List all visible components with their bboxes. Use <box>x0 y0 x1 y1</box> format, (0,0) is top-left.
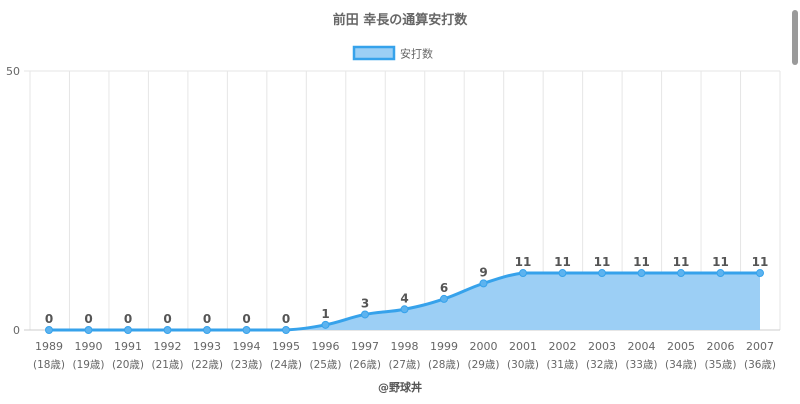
data-label: 4 <box>400 291 408 305</box>
x-tick-sublabel: (25歳) <box>309 359 341 371</box>
x-tick-sublabel: (18歳) <box>33 359 65 371</box>
data-label: 0 <box>242 312 250 326</box>
data-label: 1 <box>321 307 329 321</box>
chart-title: 前田 幸長の通算安打数 <box>333 12 469 28</box>
x-tick-sublabel: (29歳) <box>467 359 499 371</box>
legend-swatch <box>352 45 396 61</box>
data-label: 0 <box>45 312 53 326</box>
x-tick-label: 1996 <box>312 340 340 353</box>
y-tick-label: 50 <box>6 65 20 78</box>
credit-text: @野球丼 <box>378 380 422 394</box>
data-point <box>321 320 330 329</box>
data-point <box>716 269 725 278</box>
x-tick-label: 2004 <box>628 340 656 353</box>
x-tick-sublabel: (21歳) <box>151 359 183 371</box>
x-tick-label: 2001 <box>509 340 537 353</box>
x-tick-label: 2005 <box>667 340 695 353</box>
x-tick-sublabel: (27歳) <box>388 359 420 371</box>
x-tick-label: 1989 <box>35 340 63 353</box>
x-tick-label: 2003 <box>588 340 616 353</box>
x-tick-sublabel: (33歳) <box>625 359 657 371</box>
data-label: 11 <box>515 255 532 269</box>
data-point <box>84 326 93 334</box>
data-point <box>598 269 606 278</box>
x-tick-sublabel: (23歳) <box>230 359 262 371</box>
vertical-scrollbar[interactable] <box>792 10 798 65</box>
x-tick-sublabel: (24歳) <box>270 359 302 371</box>
x-tick-label: 1993 <box>193 340 221 353</box>
data-label: 6 <box>440 281 448 295</box>
x-tick-label: 2007 <box>746 340 774 353</box>
legend-label: 安打数 <box>400 47 433 61</box>
data-point <box>163 326 172 334</box>
series-area <box>45 269 764 334</box>
data-label: 0 <box>282 312 290 326</box>
legend[interactable]: 安打数 <box>352 45 433 61</box>
x-tick-label: 1992 <box>154 340 182 353</box>
data-label: 0 <box>124 312 132 326</box>
x-tick-sublabel: (22歳) <box>191 359 223 371</box>
data-point <box>756 269 764 278</box>
data-labels: 0 0 0 0 0 0 0 1 3 4 6 9 11 11 11 11 11 11 11 <box>45 255 769 326</box>
data-point <box>45 326 53 334</box>
data-point <box>558 269 567 278</box>
y-axis: 0 50 <box>6 65 20 337</box>
x-tick-sublabel: (31歳) <box>546 359 578 371</box>
data-label: 11 <box>752 255 769 269</box>
x-tick-label: 2000 <box>470 340 498 353</box>
x-tick-sublabel: (28歳) <box>428 359 460 371</box>
x-tick-sublabel: (20歳) <box>112 359 144 371</box>
x-tick-label: 1991 <box>114 340 142 353</box>
data-point <box>282 326 290 334</box>
data-label: 9 <box>479 265 487 279</box>
data-label: 0 <box>203 312 211 326</box>
x-tick-label: 1990 <box>75 340 103 353</box>
data-point <box>203 326 211 334</box>
x-tick-label: 1995 <box>272 340 300 353</box>
data-label: 0 <box>84 312 92 326</box>
x-tick-label: 2002 <box>549 340 577 353</box>
x-tick-sublabel: (19歳) <box>72 359 104 371</box>
data-point <box>479 279 488 288</box>
x-tick-sublabel: (26歳) <box>349 359 381 371</box>
data-label: 11 <box>594 255 611 269</box>
data-point <box>440 294 448 303</box>
data-point <box>677 269 685 278</box>
x-tick-label: 1997 <box>351 340 379 353</box>
x-tick-sublabel: (36歳) <box>744 359 776 371</box>
data-point <box>637 269 646 278</box>
x-tick-sublabel: (30歳) <box>507 359 539 371</box>
x-axis: 1989 (18歳) 1990 (19歳) 1991 (20歳) 1992 (21歳) 1993… <box>33 340 776 371</box>
data-label: 11 <box>633 255 650 269</box>
x-tick-sublabel: (34歳) <box>665 359 697 371</box>
x-tick-sublabel: (35歳) <box>704 359 736 371</box>
x-tick-label: 1994 <box>233 340 261 353</box>
data-point <box>124 326 132 334</box>
x-tick-sublabel: (32歳) <box>586 359 618 371</box>
x-tick-label: 1998 <box>391 340 419 353</box>
data-point <box>400 305 409 314</box>
data-label: 11 <box>554 255 571 269</box>
series-area-fill <box>49 273 760 330</box>
data-label: 11 <box>712 255 729 269</box>
data-label: 11 <box>673 255 690 269</box>
x-tick-label: 1999 <box>430 340 458 353</box>
data-label: 0 <box>163 312 171 326</box>
data-point <box>519 269 527 278</box>
data-point <box>242 326 251 334</box>
y-tick-label: 0 <box>13 324 20 337</box>
x-tick-label: 2006 <box>707 340 735 353</box>
data-point <box>361 310 369 319</box>
data-label: 3 <box>361 296 369 310</box>
